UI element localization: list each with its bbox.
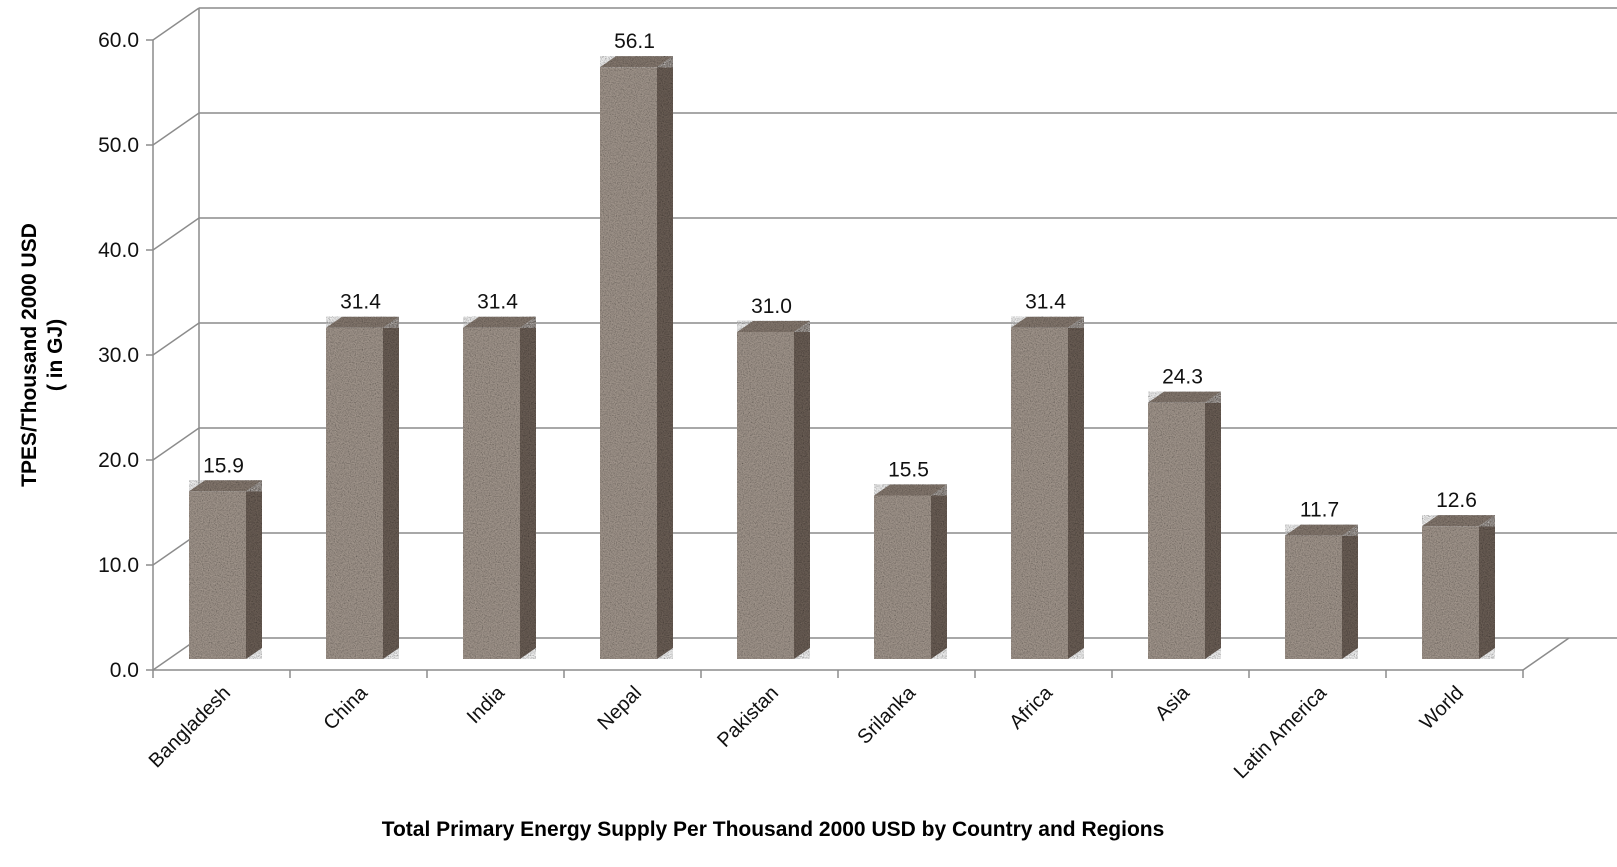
x-tick-label: Nepal (594, 682, 647, 735)
gridline (152, 112, 1617, 146)
bar-side (1342, 524, 1358, 659)
gridline (152, 322, 1617, 356)
data-label: 56.1 (614, 30, 655, 53)
bar-side (1205, 391, 1221, 659)
bar-top (874, 484, 947, 496)
x-tick-label: Asia (1151, 681, 1195, 725)
bar-bangladesh (189, 480, 262, 659)
y-tick-label: 30.0 (98, 344, 139, 367)
bar-front (600, 67, 657, 659)
x-tick-label: Africa (1005, 681, 1057, 733)
bar-world (1422, 515, 1495, 659)
x-tick-label: Bangladesh (145, 682, 235, 772)
data-label: 12.6 (1436, 489, 1477, 512)
y-axis-title: TPES/Thousand 2000 USD ( in GJ) (18, 223, 67, 487)
bar-side (383, 316, 399, 659)
y-axis-title-line2: ( in GJ) (44, 319, 67, 391)
bar-latin-america (1285, 524, 1358, 659)
gridlines (152, 7, 1617, 671)
x-tick-label: Pakistan (713, 682, 783, 752)
x-axis-title: Total Primary Energy Supply Per Thousand… (382, 818, 1165, 841)
gridline-diagonal (152, 217, 200, 251)
y-tick-label: 10.0 (98, 554, 139, 577)
bar-top (1422, 515, 1495, 527)
y-tick-label: 50.0 (98, 134, 139, 157)
data-label: 11.7 (1300, 499, 1339, 522)
bar-side (931, 484, 947, 659)
bar-africa (1011, 316, 1084, 659)
bar-top (737, 320, 810, 332)
bar-top (326, 316, 399, 328)
bar-side (1479, 515, 1495, 659)
data-label: 31.4 (1025, 291, 1066, 314)
x-tick-label: World (1416, 682, 1468, 734)
data-label: 31.0 (751, 295, 792, 318)
gridline-diagonal (152, 112, 200, 146)
bar-side (246, 480, 262, 659)
gridline-diagonal (152, 427, 200, 461)
bar-side (657, 56, 673, 659)
x-tick-label: China (320, 681, 373, 734)
bar-pakistan (737, 320, 810, 659)
gridline-diagonal (152, 7, 200, 41)
bar-china (326, 316, 399, 659)
bar-top (1011, 316, 1084, 328)
bar-india (463, 316, 536, 659)
bar-front (737, 331, 794, 659)
y-tick-label: 20.0 (98, 449, 139, 472)
bar-front (1422, 526, 1479, 659)
gridline (152, 217, 1617, 251)
gridline (152, 7, 1617, 41)
y-tick-label: 60.0 (98, 29, 139, 52)
bar-srilanka (874, 484, 947, 659)
bar-front (1285, 535, 1342, 659)
bar-top (1285, 524, 1358, 536)
bar-front (463, 327, 520, 659)
floor-right-edge (1522, 637, 1570, 671)
bar-top (189, 480, 262, 492)
x-tick-label: Latin America (1230, 681, 1332, 783)
data-label: 15.9 (203, 454, 244, 477)
data-label: 15.5 (888, 458, 929, 481)
bar-top (600, 56, 673, 68)
bar-front (1148, 402, 1205, 659)
bar-side (1068, 316, 1084, 659)
y-axis-title-line1: TPES/Thousand 2000 USD (18, 223, 41, 487)
gridline (152, 427, 1617, 461)
bar-side (520, 316, 536, 659)
data-label: 31.4 (477, 291, 518, 314)
bar-top (1148, 391, 1221, 403)
y-tick-label: 40.0 (98, 239, 139, 262)
bar-nepal (600, 56, 673, 659)
data-label: 24.3 (1162, 366, 1203, 389)
x-tick-label: India (463, 681, 510, 728)
y-tick-label: 0.0 (110, 659, 139, 682)
bar-front (326, 327, 383, 659)
bar-side (794, 320, 810, 659)
bar-front (874, 495, 931, 659)
gridline-diagonal (152, 322, 200, 356)
bars (189, 56, 1495, 659)
bar-asia (1148, 391, 1221, 659)
data-label: 31.4 (340, 291, 381, 314)
bar-top (463, 316, 536, 328)
bar-front (189, 491, 246, 659)
bar-front (1011, 327, 1068, 659)
x-tick-label: Srilanka (853, 681, 920, 748)
